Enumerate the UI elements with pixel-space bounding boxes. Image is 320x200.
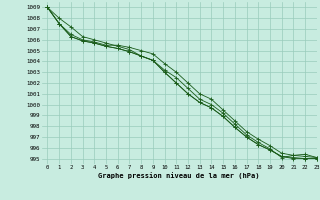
X-axis label: Graphe pression niveau de la mer (hPa): Graphe pression niveau de la mer (hPa) [99, 172, 260, 179]
